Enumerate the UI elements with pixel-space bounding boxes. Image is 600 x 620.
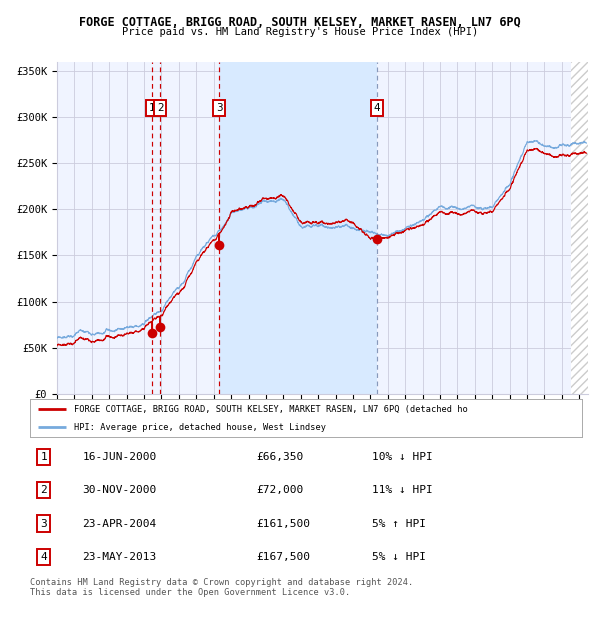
Text: £72,000: £72,000 [256, 485, 304, 495]
Text: 3: 3 [216, 103, 223, 113]
Text: 2: 2 [157, 103, 163, 113]
Text: 4: 4 [374, 103, 380, 113]
Bar [571, 62, 588, 394]
Text: 3: 3 [40, 518, 47, 528]
Text: £167,500: £167,500 [256, 552, 310, 562]
Bar [219, 62, 377, 394]
Text: Price paid vs. HM Land Registry's House Price Index (HPI): Price paid vs. HM Land Registry's House … [122, 27, 478, 37]
Text: 5% ↑ HPI: 5% ↑ HPI [372, 518, 426, 528]
Text: 11% ↓ HPI: 11% ↓ HPI [372, 485, 433, 495]
Text: 30-NOV-2000: 30-NOV-2000 [82, 485, 157, 495]
Text: 1: 1 [40, 452, 47, 462]
Text: 1: 1 [149, 103, 155, 113]
Text: 23-MAY-2013: 23-MAY-2013 [82, 552, 157, 562]
Text: HPI: Average price, detached house, West Lindsey: HPI: Average price, detached house, West… [74, 423, 326, 432]
Text: Contains HM Land Registry data © Crown copyright and database right 2024.
This d: Contains HM Land Registry data © Crown c… [30, 578, 413, 597]
Text: 5% ↓ HPI: 5% ↓ HPI [372, 552, 426, 562]
Text: FORGE COTTAGE, BRIGG ROAD, SOUTH KELSEY, MARKET RASEN, LN7 6PQ: FORGE COTTAGE, BRIGG ROAD, SOUTH KELSEY,… [79, 16, 521, 29]
Text: 2: 2 [40, 485, 47, 495]
Text: £66,350: £66,350 [256, 452, 304, 462]
Text: 23-APR-2004: 23-APR-2004 [82, 518, 157, 528]
Text: 10% ↓ HPI: 10% ↓ HPI [372, 452, 433, 462]
Text: £161,500: £161,500 [256, 518, 310, 528]
Text: 16-JUN-2000: 16-JUN-2000 [82, 452, 157, 462]
Text: 4: 4 [40, 552, 47, 562]
Text: FORGE COTTAGE, BRIGG ROAD, SOUTH KELSEY, MARKET RASEN, LN7 6PQ (detached ho: FORGE COTTAGE, BRIGG ROAD, SOUTH KELSEY,… [74, 404, 468, 414]
